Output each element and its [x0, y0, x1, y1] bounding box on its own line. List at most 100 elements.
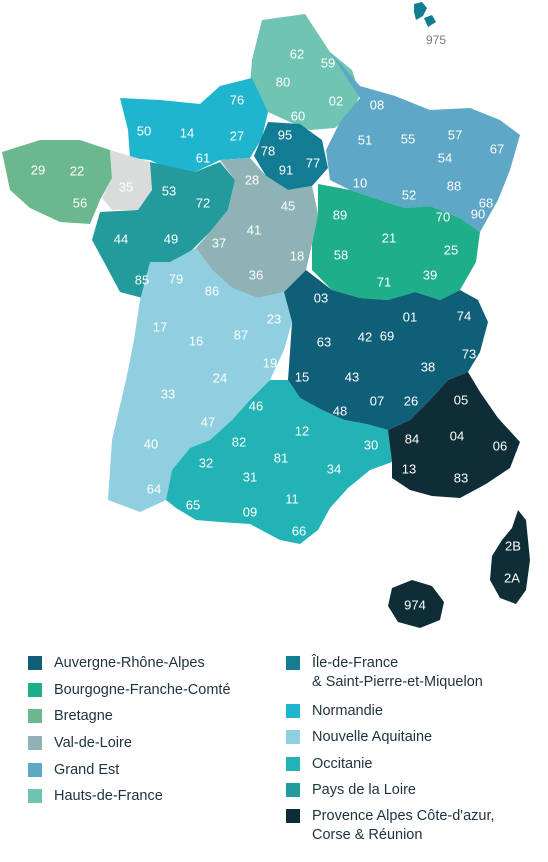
dept-10-label: 10	[353, 175, 367, 190]
region-ile-de-france[interactable]	[254, 122, 328, 190]
dept-73-label: 73	[462, 346, 476, 361]
legend-item-val-de-loire: Val-de-Loire	[28, 734, 132, 753]
dept-974-label: 974	[404, 597, 426, 612]
dept-24-label: 24	[213, 370, 227, 385]
legend-item-pays-de-la-loire: Pays de la Loire	[286, 781, 416, 800]
dept-47-label: 47	[201, 414, 215, 429]
dept-38-label: 38	[421, 359, 435, 374]
dept-58-label: 58	[334, 247, 348, 262]
dept-64-label: 64	[147, 481, 161, 496]
dept-31-label: 31	[243, 469, 257, 484]
legend-item-normandie: Normandie	[286, 702, 383, 721]
dept-01-label: 01	[403, 309, 417, 324]
dept-79-label: 79	[169, 271, 183, 286]
dept-76-label: 76	[230, 92, 244, 107]
dept-90-label: 90	[471, 206, 485, 221]
region-auvergne-rhone-alpes[interactable]	[284, 270, 488, 430]
legend-swatch	[28, 656, 42, 670]
legend-label: Bretagne	[54, 708, 113, 724]
dept-12-label: 12	[295, 423, 309, 438]
dept-46-label: 46	[249, 398, 263, 413]
dept-81-label: 81	[274, 450, 288, 465]
legend-swatch	[286, 730, 300, 744]
dept-03-label: 03	[314, 290, 328, 305]
dept-56-label: 56	[73, 195, 87, 210]
legend-item-bretagne: Bretagne	[28, 707, 113, 726]
dept-25-label: 25	[444, 242, 458, 257]
legend-swatch	[28, 683, 42, 697]
region-normandie[interactable]	[120, 78, 268, 172]
legend-label: Normandie	[312, 703, 383, 719]
region-hauts-de-france[interactable]	[250, 14, 360, 130]
dept-68-label: 68	[479, 195, 493, 210]
region-reunion[interactable]	[388, 580, 444, 628]
dept-84-label: 84	[405, 431, 419, 446]
legend-swatch	[28, 709, 42, 723]
dept-40-label: 40	[144, 436, 158, 451]
dept-09-label: 09	[243, 504, 257, 519]
dept-26-label: 26	[404, 393, 418, 408]
dept-62-label: 62	[290, 46, 304, 61]
region-bourgogne-franche-comte[interactable]	[312, 184, 480, 300]
region-nouvelle-aquitaine[interactable]	[108, 248, 292, 512]
dept-2A-label: 2A	[504, 570, 520, 585]
region-centre-val-de-loire[interactable]	[196, 158, 318, 298]
dept-91-label: 91	[279, 162, 293, 177]
dept-29-label: 29	[31, 162, 45, 177]
dept-21-label: 21	[382, 230, 396, 245]
legend-swatch	[28, 763, 42, 777]
dept-44-label: 44	[114, 231, 128, 246]
dept-85-label: 85	[135, 272, 149, 287]
dept-60-label: 60	[291, 108, 305, 123]
dept-18-label: 18	[290, 248, 304, 263]
dept-37-label: 37	[212, 235, 226, 250]
legend: Auvergne-Rhône-Alpes Bourgogne-Franche-C…	[0, 650, 548, 862]
dept-975-label: 975	[426, 33, 446, 47]
dept-42-label: 42	[358, 329, 372, 344]
dept-86-label: 86	[205, 283, 219, 298]
france-regions-map: 975 62 59 80 60 02 76 50 14 27 61 95 78 …	[2, 2, 530, 628]
region-occitanie[interactable]	[166, 380, 392, 544]
dept-07-label: 07	[370, 393, 384, 408]
department-labels: 62 59 80 60 02 76 50 14 27 61 95 78 91 7…	[31, 46, 521, 612]
dept-35-area[interactable]	[102, 150, 152, 210]
legend-label: Grand Est	[54, 762, 120, 778]
legend-item-nouvelle-aquitaine: Nouvelle Aquitaine	[286, 728, 432, 747]
dept-27-label: 27	[230, 128, 244, 143]
dept-87-label: 87	[234, 327, 248, 342]
region-saint-pierre-miquelon[interactable]	[414, 2, 436, 27]
region-paca[interactable]	[388, 372, 520, 498]
dept-83-label: 83	[454, 470, 468, 485]
region-pays-de-la-loire[interactable]	[92, 162, 235, 300]
dept-51-label: 51	[358, 132, 372, 147]
region-grand-est[interactable]	[326, 52, 520, 232]
dept-65-label: 65	[186, 497, 200, 512]
dept-63-label: 63	[317, 334, 331, 349]
region-bretagne[interactable]	[2, 140, 112, 224]
dept-50-label: 50	[137, 123, 151, 138]
legend-item-grand-est: Grand Est	[28, 761, 119, 780]
dept-55-label: 55	[401, 131, 415, 146]
legend-item-paca-corse-reunion: Provence Alpes Côte-d'azur, Corse & Réun…	[286, 807, 495, 845]
dept-49-label: 49	[164, 231, 178, 246]
legend-item-occitanie: Occitanie	[286, 755, 372, 774]
dept-54-label: 54	[438, 150, 452, 165]
dept-22-label: 22	[70, 163, 84, 178]
legend-label: Île-de-France & Saint-Pierre-et-Miquelon	[312, 655, 483, 690]
legend-label: Bourgogne-Franche-Comté	[54, 682, 231, 698]
dept-74-label: 74	[457, 308, 471, 323]
region-corse[interactable]	[490, 510, 530, 604]
dept-2B-label: 2B	[505, 538, 521, 553]
dept-23-label: 23	[267, 311, 281, 326]
dept-41-label: 41	[247, 222, 261, 237]
legend-swatch	[286, 704, 300, 718]
dept-80-label: 80	[276, 74, 290, 89]
dept-95-label: 95	[278, 127, 292, 142]
legend-label: Pays de la Loire	[312, 782, 416, 798]
dept-59-label: 59	[321, 55, 335, 70]
legend-label: Occitanie	[312, 756, 373, 772]
dept-39-label: 39	[423, 267, 437, 282]
legend-label: Val-de-Loire	[54, 735, 132, 751]
legend-item-hauts-de-france: Hauts-de-France	[28, 787, 163, 806]
dept-11-label: 11	[285, 491, 299, 506]
